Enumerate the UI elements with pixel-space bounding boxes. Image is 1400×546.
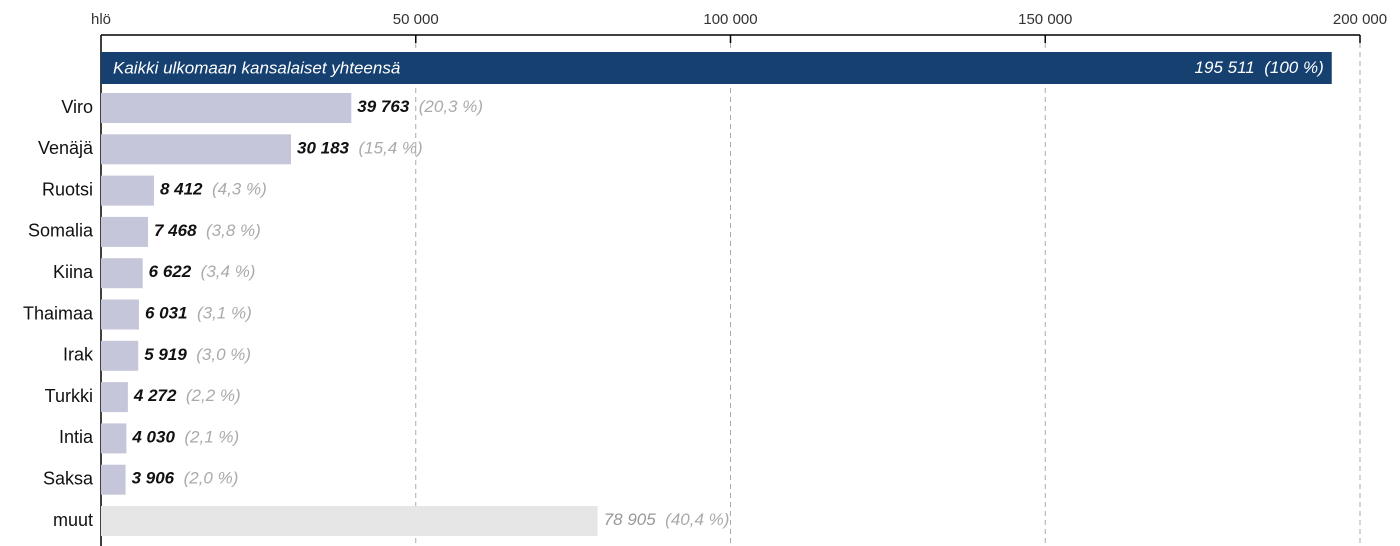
share-label: (3,1 %) [197, 304, 252, 323]
x-tick-label: 150 000 [1018, 11, 1072, 28]
data-label: 30 183 (15,4 %) [297, 139, 423, 158]
value-label: 4 030 [131, 428, 175, 447]
x-tick-label: 100 000 [703, 11, 757, 28]
value-label: 78 905 [604, 510, 657, 529]
bar [101, 134, 292, 165]
bar [101, 175, 154, 206]
category-label: Turkki [45, 386, 93, 406]
value-label: 30 183 [297, 139, 350, 158]
bar [101, 423, 127, 454]
data-label: 6 622 (3,4 %) [149, 263, 256, 282]
x-tick-label: 50 000 [393, 11, 439, 28]
value-label: 6 031 [145, 304, 188, 323]
bar [101, 464, 126, 495]
share-label: (40,4 %) [665, 510, 729, 529]
value-label: 7 468 [154, 221, 197, 240]
data-label: 5 919 (3,0 %) [144, 345, 251, 364]
category-label: Ruotsi [42, 179, 93, 199]
bar [101, 258, 143, 289]
bar [101, 340, 139, 371]
value-label: 39 763 [357, 97, 410, 116]
x-axis-label: hlö [91, 11, 111, 28]
value-label: 8 412 [160, 180, 203, 199]
total-share: (100 %) [1264, 58, 1324, 77]
data-label: 3 906 (2,0 %) [132, 469, 239, 488]
share-label: (3,4 %) [201, 263, 256, 282]
value-label: 3 906 [132, 469, 175, 488]
bar [101, 216, 149, 247]
bar [101, 382, 128, 413]
bar [101, 299, 139, 330]
share-label: (2,1 %) [184, 428, 239, 447]
category-label: Venäjä [38, 138, 94, 158]
share-label: (2,2 %) [186, 387, 241, 406]
data-label: 4 272 (2,2 %) [133, 387, 241, 406]
category-label: Intia [59, 427, 94, 447]
bar [101, 93, 352, 123]
share-label: (15,4 %) [358, 139, 422, 158]
total-value-label: 195 511 (100 %) [1195, 58, 1324, 77]
data-label: 7 468 (3,8 %) [154, 221, 261, 240]
category-label: Kiina [53, 262, 94, 282]
x-tick-label: 200 000 [1333, 11, 1387, 28]
data-label: 39 763 (20,3 %) [357, 97, 483, 116]
category-label: muut [53, 510, 93, 530]
category-label: Somalia [28, 221, 94, 241]
category-label: Saksa [43, 468, 94, 488]
total-label: Kaikki ulkomaan kansalaiset yhteensä [113, 58, 400, 77]
share-label: (3,8 %) [206, 221, 261, 240]
category-label: Viro [61, 97, 93, 117]
category-label: Irak [63, 345, 94, 365]
total-value: 195 511 [1195, 58, 1255, 77]
total-bar [101, 52, 1332, 84]
value-label: 6 622 [149, 263, 192, 282]
data-label: 4 030 (2,1 %) [131, 428, 239, 447]
value-label: 4 272 [133, 387, 177, 406]
share-label: (4,3 %) [212, 180, 267, 199]
bar [101, 506, 598, 536]
share-label: (3,0 %) [196, 345, 251, 364]
data-label: 78 905 (40,4 %) [604, 510, 730, 529]
value-label: 5 919 [144, 345, 187, 364]
data-label: 6 031 (3,1 %) [145, 304, 252, 323]
category-label: Thaimaa [23, 303, 94, 323]
share-label: (20,3 %) [419, 97, 483, 116]
data-label: 8 412 (4,3 %) [160, 180, 267, 199]
share-label: (2,0 %) [184, 469, 239, 488]
